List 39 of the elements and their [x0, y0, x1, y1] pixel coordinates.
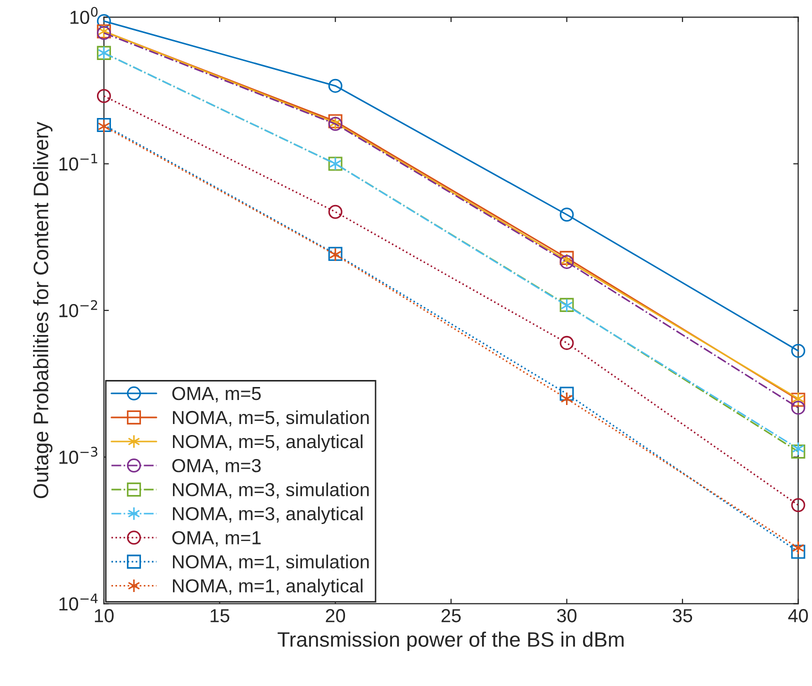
y-tick-label: 10$^{−1}$ [59, 154, 98, 171]
x-tick-label: 40 [788, 609, 808, 622]
x-tick-label: 10 [94, 609, 114, 622]
legend-label: NOMA, m=5, analytical [172, 434, 362, 452]
x-axis-title: Transmission power of the BS in dBm [278, 632, 624, 651]
y-tick-label: 10$^{−2}$ [59, 300, 98, 318]
point [560, 392, 573, 406]
x-tick-label: 15 [210, 609, 230, 622]
point [791, 344, 806, 358]
legend-label: NOMA, m=1, simulation [172, 554, 369, 571]
point [560, 336, 574, 350]
point [96, 88, 111, 103]
point [560, 208, 574, 222]
point [791, 544, 806, 559]
legend-label: OMA, m=1 [172, 531, 261, 547]
point [560, 250, 574, 265]
point [560, 386, 574, 401]
point [791, 400, 806, 415]
legend-label: NOMA, m=3, simulation [172, 482, 369, 499]
legend-label: NOMA, m=1, analytical [172, 578, 362, 596]
point [791, 444, 806, 459]
legend-label: OMA, m=5 [172, 386, 261, 402]
y-tick-label: 10$^{−4}$ [59, 594, 98, 611]
x-tick-label: 20 [326, 609, 346, 622]
point [328, 204, 342, 219]
y-tick-label: 10$^{−3}$ [59, 446, 98, 464]
legend-label: NOMA, m=3, analytical [172, 506, 362, 524]
legend-label: OMA, m=3 [172, 458, 261, 474]
x-tick-label: 35 [672, 609, 692, 622]
legend-label: NOMA, m=5, simulation [172, 410, 369, 426]
point [791, 498, 806, 512]
point [96, 14, 111, 28]
point [328, 78, 342, 93]
x-tick-label: 25 [442, 609, 461, 622]
y-tick-label: 10$^{0}$ [70, 6, 98, 24]
x-tick-label: 30 [557, 609, 576, 622]
point [792, 442, 804, 456]
point [792, 540, 804, 555]
y-axis-title: Outage Probabilities for Content Delivery [33, 122, 52, 498]
